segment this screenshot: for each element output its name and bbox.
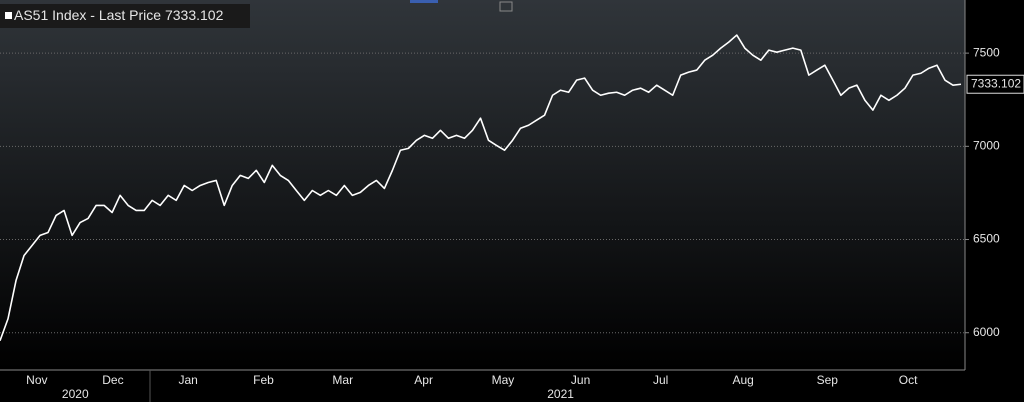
last-value-box [966, 74, 1024, 94]
legend-swatch [5, 12, 12, 19]
x-tick-label: Jun [571, 373, 590, 387]
x-tick-label: Mar [332, 373, 353, 387]
plot-background [0, 0, 965, 370]
year-label: 2020 [62, 387, 89, 401]
legend-name: AS51 Index - Last Price [14, 7, 161, 23]
x-tick-label: Dec [102, 373, 123, 387]
toolbar-icon[interactable] [499, 1, 513, 12]
toolbar-tab[interactable] [410, 0, 438, 3]
x-tick-label: Jul [653, 373, 668, 387]
x-tick-label: Apr [414, 373, 433, 387]
year-label: 2021 [547, 387, 574, 401]
legend-value: 7333.102 [165, 7, 224, 23]
y-tick-label: 7000 [973, 138, 1000, 152]
x-tick-label: Aug [732, 373, 753, 387]
x-tick-label: Nov [26, 373, 47, 387]
last-value-label: 7333.102 [971, 76, 1021, 90]
legend: AS51 Index - Last Price 7333.102 [0, 4, 965, 342]
legend-box [0, 4, 250, 28]
y-tick-label: 6500 [973, 232, 1000, 246]
y-tick-label: 6000 [973, 325, 1000, 339]
x-tick-label: Feb [253, 373, 274, 387]
x-tick-label: Sep [817, 373, 839, 387]
y-tick-label: 7500 [973, 45, 1000, 59]
x-tick-label: Oct [899, 373, 918, 387]
x-tick-label: May [492, 373, 515, 387]
x-tick-label: Jan [179, 373, 198, 387]
price-line [0, 34, 962, 342]
legend-label: AS51 Index - Last Price 7333.102 [14, 7, 224, 23]
